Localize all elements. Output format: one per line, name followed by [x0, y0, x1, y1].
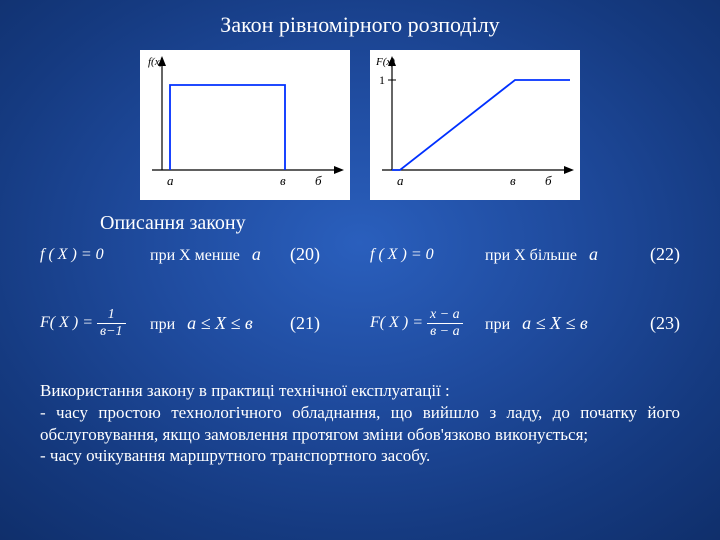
eq23-frac-top: x − a — [427, 308, 463, 323]
eq21-cond-range: а ≤ X ≤ в — [187, 313, 253, 333]
eq23-frac: x − a в − а — [427, 308, 463, 339]
eq22-cond-prefix: при X більше — [485, 247, 577, 264]
svg-text:в: в — [280, 173, 286, 188]
eq23-lhs-pre: F( X ) = — [370, 314, 423, 331]
section-subtitle: Описання закону — [100, 212, 246, 235]
chart-pdf: f(x) а в б — [140, 50, 350, 200]
equation-23: F( X ) = x − a в − а при а ≤ X ≤ в (23) — [370, 308, 700, 339]
svg-text:в: в — [510, 173, 516, 188]
eq22-cond-var: а — [589, 244, 598, 264]
eq23-num: (23) — [650, 313, 700, 334]
eq20-lhs: f ( X ) = 0 — [40, 246, 135, 264]
eq21-frac-bot: в−1 — [97, 323, 126, 339]
eq23-cond-range: а ≤ X ≤ в — [522, 313, 588, 333]
usage-heading: Використання закону в практиці технічної… — [40, 380, 680, 402]
usage-item: - часу простою технологічного обладнання… — [40, 402, 680, 446]
eq23-lhs: F( X ) = x − a в − а — [370, 308, 470, 339]
eq21-cond-prefix: при — [150, 316, 175, 333]
svg-text:F(x): F(x) — [375, 56, 395, 68]
equation-21: F( X ) = 1 в−1 при а ≤ X ≤ в (21) — [40, 308, 340, 339]
eq21-lhs: F( X ) = 1 в−1 — [40, 308, 135, 339]
usage-block: Використання закону в практиці технічної… — [40, 380, 680, 467]
eq20-num: (20) — [290, 244, 340, 265]
page-title: Закон рівномірного розподілу — [0, 12, 720, 38]
eq21-frac-top: 1 — [105, 308, 118, 323]
eq20-cond: при X менше а — [150, 244, 261, 265]
svg-text:f(x): f(x) — [148, 56, 164, 68]
chart-cdf: F(x) 1 а в б — [370, 50, 580, 200]
charts-row: f(x) а в б F(x) 1 а в б — [0, 50, 720, 200]
eq21-cond: при а ≤ X ≤ в — [150, 313, 253, 334]
eq22-lhs: f ( X ) = 0 — [370, 246, 470, 264]
eq23-cond: при а ≤ X ≤ в — [485, 313, 588, 334]
eq23-frac-bot: в − а — [427, 323, 463, 339]
eq22-num: (22) — [650, 244, 700, 265]
eq20-cond-var: а — [252, 244, 261, 264]
eq21-num: (21) — [290, 313, 340, 334]
eq21-frac: 1 в−1 — [97, 308, 126, 339]
equation-20: f ( X ) = 0 при X менше а (20) — [40, 244, 340, 265]
usage-item: - часу очікування маршрутного транспортн… — [40, 445, 680, 467]
svg-text:б: б — [545, 173, 552, 188]
equation-22: f ( X ) = 0 при X більше а (22) — [370, 244, 700, 265]
eq20-cond-prefix: при X менше — [150, 247, 240, 264]
eq22-cond: при X більше а — [485, 244, 598, 265]
svg-text:а: а — [397, 173, 404, 188]
svg-text:а: а — [167, 173, 174, 188]
eq23-cond-prefix: при — [485, 316, 510, 333]
svg-text:1: 1 — [379, 73, 385, 87]
svg-text:б: б — [315, 173, 322, 188]
eq21-lhs-pre: F( X ) = — [40, 314, 93, 331]
